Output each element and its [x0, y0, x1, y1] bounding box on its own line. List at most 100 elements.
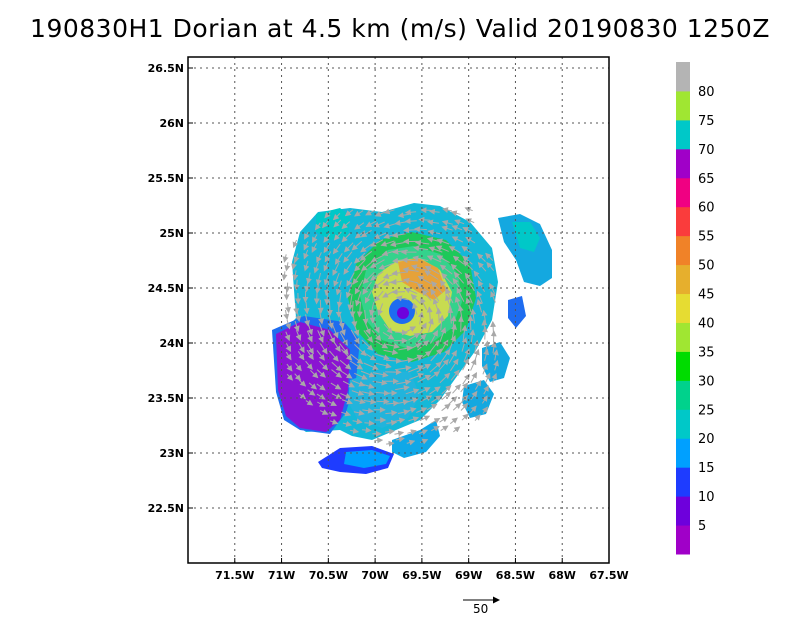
colorbar-segment	[676, 235, 690, 266]
wind-vector	[481, 395, 488, 404]
wind-vector	[398, 345, 413, 352]
wind-vector	[363, 362, 379, 370]
wind-vector	[332, 213, 341, 221]
wind-vector	[354, 259, 366, 272]
colorbar-label: 15	[698, 461, 715, 476]
wind-vector	[331, 361, 343, 372]
wind-vector	[462, 227, 473, 233]
wind-vector	[304, 231, 310, 240]
wind-vector	[465, 297, 472, 313]
colorbar-segment	[676, 496, 690, 526]
wind-vector	[336, 292, 343, 308]
wind-vector	[436, 238, 450, 245]
wind-vector	[295, 330, 302, 341]
lat-tick-label: 22.5N	[148, 502, 184, 515]
wind-vector	[352, 418, 363, 425]
wind-vector	[460, 382, 469, 393]
wind-vector	[318, 323, 325, 337]
wind-vector	[427, 229, 441, 236]
wind-vector	[412, 255, 429, 262]
wind-vector	[486, 261, 495, 272]
wind-vector	[405, 397, 419, 404]
wind-vector	[332, 262, 340, 276]
wind-vector	[426, 403, 438, 411]
wind-vector	[415, 333, 427, 345]
colorbar-label: 5	[698, 519, 706, 534]
wind-vector	[440, 348, 451, 363]
wind-vector	[493, 359, 499, 371]
wind-vector	[293, 320, 300, 332]
wind-vector	[344, 209, 354, 217]
wind-vector	[407, 429, 417, 436]
wind-vector	[372, 320, 380, 334]
wind-vector	[450, 369, 460, 381]
wind-vector	[418, 429, 429, 435]
wind-vector	[303, 241, 310, 251]
wind-vector	[441, 391, 452, 401]
wind-vector	[297, 351, 305, 361]
colorbar-label: 75	[698, 114, 715, 129]
wind-vector	[305, 360, 313, 370]
lon-tick-label: 68.5W	[496, 569, 535, 582]
wind-vector	[428, 208, 440, 215]
wind-vector	[362, 427, 372, 434]
wind-vector	[364, 420, 375, 427]
lon-tick-label: 68W	[548, 569, 575, 582]
wind-vector	[424, 265, 440, 275]
wind-vector	[492, 349, 499, 361]
wind-vector	[313, 261, 320, 274]
wind-vector	[390, 279, 405, 285]
colorbar-label: 65	[698, 172, 715, 187]
wind-vector	[466, 289, 473, 304]
wind-vector	[361, 260, 374, 272]
wind-vector	[395, 436, 405, 443]
plot-title: 190830H1 Dorian at 4.5 km (m/s) Valid 20…	[30, 14, 770, 43]
wind-vector	[462, 357, 469, 371]
wind-vector	[314, 280, 321, 295]
wind-vector	[430, 417, 441, 424]
wind-vector	[429, 386, 441, 395]
wind-vector	[449, 358, 459, 372]
wind-vector	[369, 309, 376, 324]
wind-vector	[470, 372, 477, 383]
wind-vector	[331, 369, 342, 378]
wind-vector	[306, 330, 313, 343]
wind-vector	[324, 282, 331, 297]
wind-vector	[339, 320, 346, 336]
wind-vector	[450, 263, 463, 275]
wind-vector	[315, 272, 322, 286]
wind-vector	[430, 330, 438, 344]
wind-vector	[285, 343, 292, 353]
wind-vector	[414, 239, 430, 246]
wind-vector	[476, 253, 486, 262]
wind-vector	[461, 413, 469, 421]
wind-vector	[322, 220, 329, 229]
colorbar-segment	[676, 264, 690, 295]
wind-vector	[449, 417, 458, 425]
wind-vector	[413, 226, 427, 233]
wind-vector	[373, 221, 385, 228]
wind-vector	[349, 301, 356, 318]
wind-vector	[395, 385, 410, 392]
wind-vector	[465, 218, 475, 224]
wind-vector	[418, 311, 424, 325]
wind-vector	[452, 383, 461, 394]
wind-vector	[448, 396, 458, 405]
wind-vector	[331, 323, 339, 339]
wind-vector	[473, 270, 482, 282]
wind-vector	[317, 401, 326, 407]
wind-vector	[395, 295, 409, 302]
wind-vector	[421, 289, 432, 301]
wind-vector	[304, 280, 311, 293]
wind-vector	[427, 219, 439, 226]
lat-tick-label: 25N	[159, 227, 184, 240]
wind-vector	[385, 357, 402, 364]
wind-vector	[311, 243, 318, 253]
wind-vector	[286, 363, 293, 372]
lon-tick-label: 69W	[455, 569, 482, 582]
wind-vector	[313, 291, 320, 305]
wind-vector	[404, 218, 417, 225]
wind-vector	[465, 236, 476, 244]
colorbar-label: 45	[698, 288, 715, 303]
wind-vector	[339, 359, 352, 370]
